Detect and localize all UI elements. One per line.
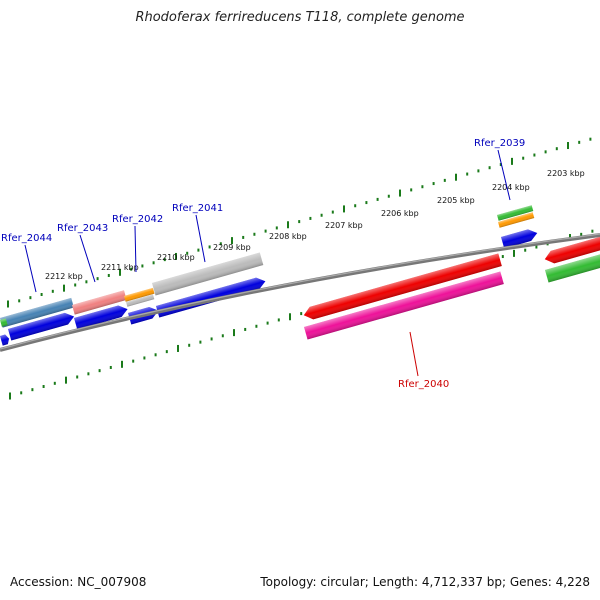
- outer-tick-ring: [7, 137, 592, 308]
- genome-backbone: [0, 233, 600, 352]
- gene-bar-red: [303, 253, 502, 320]
- gene-label: Rfer_2044: [1, 233, 52, 244]
- gene-bar-rfer-2039-green: [497, 205, 534, 221]
- gene-bar-rfer-2041: [152, 252, 264, 296]
- gene-callouts: Rfer_2044 Rfer_2043 Rfer_2042 Rfer_2041 Rfer…: [1, 138, 525, 390]
- map-title: Rhodoferax ferrireducens T118, complete …: [135, 10, 465, 25]
- gene-bar-rfer-2040: [304, 271, 504, 340]
- scale-label: 2210 kbp: [157, 253, 195, 262]
- callout-leader: [497, 149, 511, 201]
- gene-bar-green-edge: [0, 318, 8, 327]
- accession-text: Accession: NC_007908: [10, 575, 147, 589]
- scale-label: 2204 kbp: [492, 183, 530, 192]
- gene-bar-rfer-2039-orange: [498, 212, 535, 228]
- scale-label: 2207 kbp: [325, 221, 363, 230]
- callout-leader: [79, 234, 96, 283]
- gene-bar-rfer-2043: [72, 290, 127, 315]
- feature-tracks: [0, 205, 600, 346]
- gene-arrow-blue: [0, 334, 10, 346]
- gene-arrow-blue: [501, 229, 538, 249]
- scale-label: 2206 kbp: [381, 209, 419, 218]
- gene-label: Rfer_2043: [57, 223, 108, 234]
- callout-leader: [134, 225, 137, 273]
- gene-bar-red: [544, 236, 600, 264]
- scale-labels: 2212 kbp 2211 kbp 2210 kbp 2209 kbp 2208 kbp…: [45, 169, 585, 281]
- callout-leader: [409, 331, 419, 377]
- gene-arrow-blue: [8, 312, 75, 341]
- gene-label: Rfer_2042: [112, 214, 163, 225]
- genome-summary-text: Topology: circular; Length: 4,712,337 bp…: [260, 575, 590, 589]
- scale-label: 2211 kbp: [101, 263, 139, 272]
- gene-label: Rfer_2041: [172, 203, 223, 214]
- callout-leader: [195, 214, 206, 263]
- gene-arrow-blue: [74, 305, 128, 330]
- backbone-line: [0, 233, 600, 352]
- gene-bar-rfer-2042-orange: [124, 287, 155, 302]
- gene-bar-rfer-2042-gray: [126, 294, 155, 307]
- callout-leader: [24, 244, 37, 293]
- gene-bar-rfer-2044: [0, 297, 74, 328]
- gene-bar-green: [545, 253, 600, 283]
- gene-label: Rfer_2040: [398, 379, 449, 390]
- scale-label: 2212 kbp: [45, 272, 83, 281]
- scale-label: 2205 kbp: [437, 196, 475, 205]
- gene-label: Rfer_2039: [474, 138, 525, 149]
- scale-label: 2208 kbp: [269, 232, 307, 241]
- scale-label: 2203 kbp: [547, 169, 585, 178]
- scale-label: 2209 kbp: [213, 243, 251, 252]
